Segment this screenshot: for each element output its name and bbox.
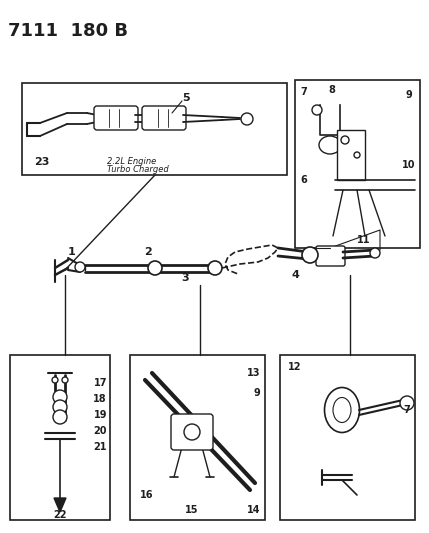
Circle shape (241, 113, 253, 125)
Text: 14: 14 (247, 505, 260, 515)
Text: 13: 13 (247, 368, 260, 378)
Text: 8: 8 (328, 85, 335, 95)
Text: 17: 17 (94, 378, 107, 388)
Circle shape (53, 400, 67, 414)
Text: 20: 20 (94, 426, 107, 436)
Text: 7: 7 (403, 405, 410, 415)
Circle shape (341, 136, 349, 144)
FancyBboxPatch shape (171, 414, 213, 450)
Text: 5: 5 (182, 93, 190, 103)
Circle shape (370, 248, 380, 258)
Circle shape (400, 396, 414, 410)
Text: Turbo Charged: Turbo Charged (107, 166, 169, 174)
Text: 22: 22 (53, 510, 67, 520)
Text: 15: 15 (185, 505, 199, 515)
Bar (10, 355, 110, 520)
Text: 21: 21 (94, 442, 107, 452)
Text: 9: 9 (405, 90, 412, 100)
Circle shape (312, 105, 322, 115)
Text: 19: 19 (94, 410, 107, 420)
Circle shape (208, 261, 222, 275)
Circle shape (53, 410, 67, 424)
FancyBboxPatch shape (94, 106, 138, 130)
Ellipse shape (324, 387, 360, 432)
Text: 1: 1 (68, 247, 76, 257)
Circle shape (184, 424, 200, 440)
Circle shape (302, 247, 318, 263)
Circle shape (75, 262, 85, 272)
Text: 10: 10 (402, 160, 415, 170)
Bar (295, 80, 420, 248)
Circle shape (62, 377, 68, 383)
Text: 9: 9 (253, 388, 260, 398)
Text: 7: 7 (300, 87, 307, 97)
Text: 4: 4 (291, 270, 299, 280)
Bar (280, 355, 415, 520)
Text: 12: 12 (288, 362, 302, 372)
FancyBboxPatch shape (316, 246, 345, 266)
Circle shape (354, 152, 360, 158)
Bar (130, 355, 265, 520)
Polygon shape (54, 498, 66, 512)
Text: 6: 6 (300, 175, 307, 185)
Text: 16: 16 (140, 490, 154, 500)
Text: 18: 18 (94, 394, 107, 404)
Bar (337, 130, 365, 180)
Circle shape (53, 390, 67, 404)
Text: 7111  180 B: 7111 180 B (8, 22, 128, 40)
Circle shape (52, 377, 58, 383)
Text: 3: 3 (181, 273, 189, 283)
Circle shape (148, 261, 162, 275)
FancyBboxPatch shape (142, 106, 186, 130)
Text: 23: 23 (34, 157, 49, 167)
Text: 11: 11 (357, 235, 371, 245)
Ellipse shape (333, 398, 351, 423)
Text: 2: 2 (144, 247, 152, 257)
Bar (22, 83, 287, 175)
Ellipse shape (319, 136, 341, 154)
Text: 2.2L Engine: 2.2L Engine (107, 157, 156, 166)
